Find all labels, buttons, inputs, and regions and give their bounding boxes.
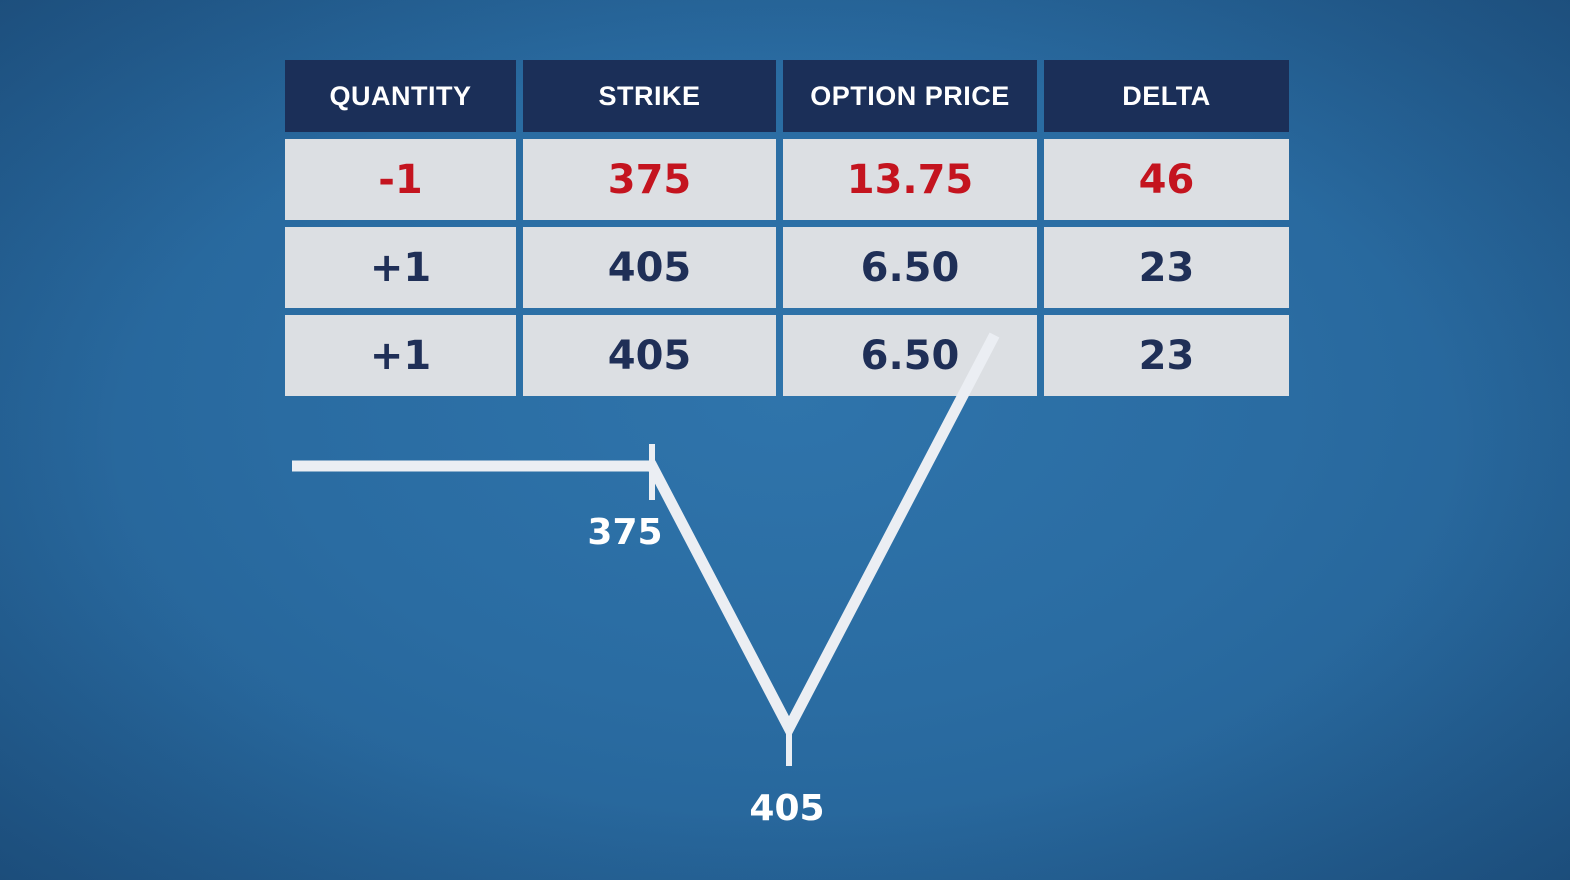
header-strike: STRIKE xyxy=(523,60,776,132)
header-option-price: OPTION PRICE xyxy=(783,60,1037,132)
row1-strike: 375 xyxy=(523,139,776,220)
row3-strike: 405 xyxy=(523,315,776,396)
row1-option-price: 13.75 xyxy=(783,139,1037,220)
row1-delta: 46 xyxy=(1044,139,1289,220)
row3-option-price: 6.50 xyxy=(783,315,1037,396)
row2-strike: 405 xyxy=(523,227,776,308)
row3-delta: 23 xyxy=(1044,315,1289,396)
strike-375-label: 375 xyxy=(587,512,662,553)
row3-quantity: +1 xyxy=(285,315,516,396)
payoff-line xyxy=(292,332,1000,740)
strike-405-label: 405 xyxy=(749,788,824,829)
header-delta: DELTA xyxy=(1044,60,1289,132)
header-quantity: QUANTITY xyxy=(285,60,516,132)
row1-quantity: -1 xyxy=(285,139,516,220)
row2-delta: 23 xyxy=(1044,227,1289,308)
row2-option-price: 6.50 xyxy=(783,227,1037,308)
row2-quantity: +1 xyxy=(285,227,516,308)
options-table: QUANTITY STRIKE OPTION PRICE DELTA -1 37… xyxy=(285,60,1290,396)
